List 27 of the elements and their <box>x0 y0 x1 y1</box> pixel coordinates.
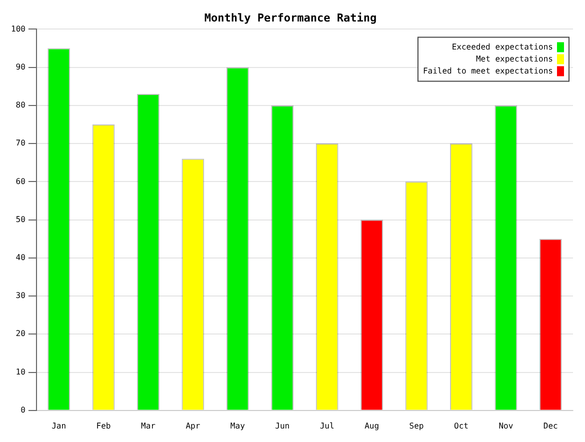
x-tick-label: Apr <box>186 421 200 430</box>
y-tick-label: 30 <box>16 291 26 300</box>
y-tick-label: 100 <box>10 24 26 34</box>
legend-label: Exceeded expectations <box>452 42 554 52</box>
legend-label: Met expectations <box>476 54 554 64</box>
x-tick-label: Sep <box>409 421 424 430</box>
y-tick-label: 80 <box>16 100 26 110</box>
legend-label: Failed to meet expectations <box>422 66 554 76</box>
y-tick-label: 70 <box>16 138 26 148</box>
y-tick-label: 60 <box>16 176 26 186</box>
y-tick-label: 20 <box>16 329 26 338</box>
chart-title: Monthly Performance Rating <box>204 11 377 24</box>
x-tick-label: Oct <box>454 421 469 430</box>
x-tick-label: Jun <box>275 421 290 430</box>
x-tick-label: Jan <box>52 421 66 430</box>
x-tick-label: Jul <box>320 421 334 430</box>
y-tick-label: 0 <box>20 405 26 414</box>
x-tick-label: Mar <box>141 421 156 430</box>
y-tick-label: 10 <box>16 367 26 376</box>
x-tick-label: Nov <box>498 421 514 430</box>
x-tick-label: Dec <box>543 421 558 430</box>
y-tick-label: 40 <box>16 253 26 262</box>
x-tick-label: Feb <box>96 421 111 430</box>
x-tick-label: May <box>230 421 246 430</box>
y-tick-label: 50 <box>16 214 26 224</box>
x-tick-label: Aug <box>364 421 380 430</box>
y-tick-label: 90 <box>16 62 26 72</box>
